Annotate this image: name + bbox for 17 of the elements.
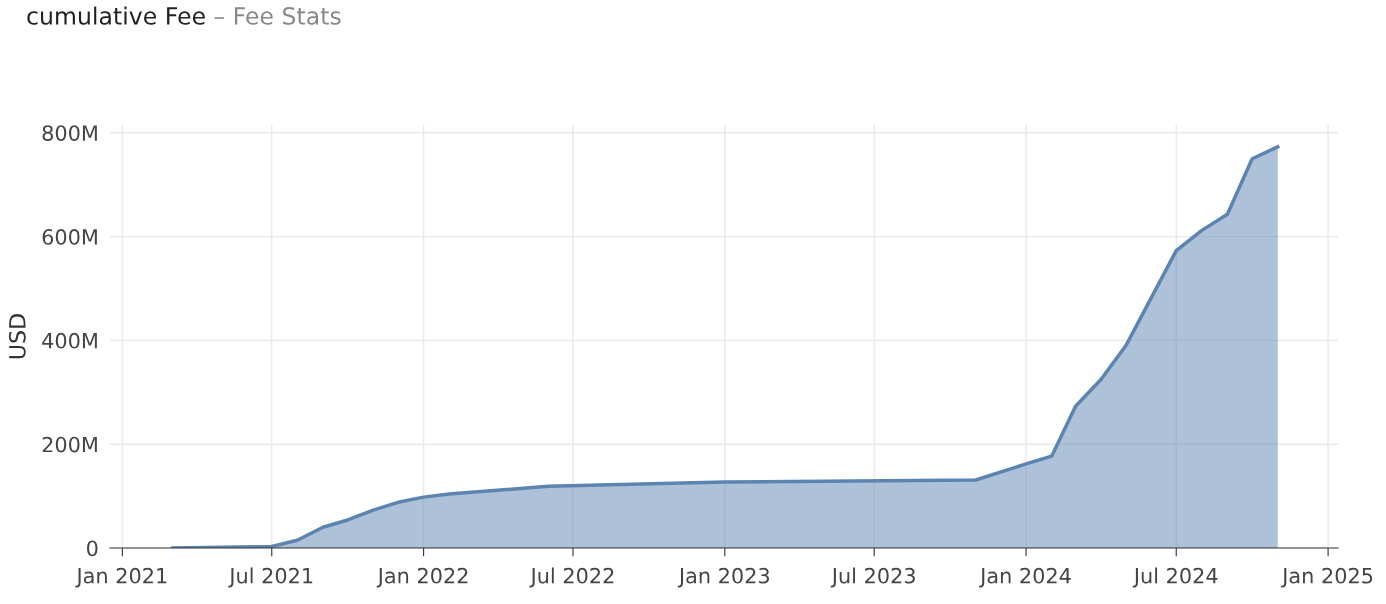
x-tick-label: Jan 2024 <box>979 567 1071 588</box>
x-tick-label: Jul 2021 <box>228 567 313 588</box>
chart-subtitle: – Fee Stats <box>214 6 341 25</box>
y-tick-label: 800M <box>42 125 97 141</box>
x-tick-label: Jan 2021 <box>75 567 167 588</box>
chart-title: cumulative Fee <box>27 6 205 25</box>
x-tick-label: Jan 2025 <box>1281 567 1373 588</box>
x-tick-label: Jul 2022 <box>529 567 614 588</box>
y-tick-label: 200M <box>42 436 97 453</box>
x-tick-label: Jan 2023 <box>677 567 770 588</box>
y-tick-label: 600M <box>42 229 97 245</box>
x-tick-label: Jul 2023 <box>830 567 915 588</box>
y-tick-label: 400M <box>42 332 97 349</box>
y-tick-label: 0 <box>87 540 98 557</box>
x-tick-label: Jul 2024 <box>1132 567 1218 588</box>
y-axis-title: USD <box>8 314 26 359</box>
x-tick-label: Jan 2022 <box>376 567 468 588</box>
